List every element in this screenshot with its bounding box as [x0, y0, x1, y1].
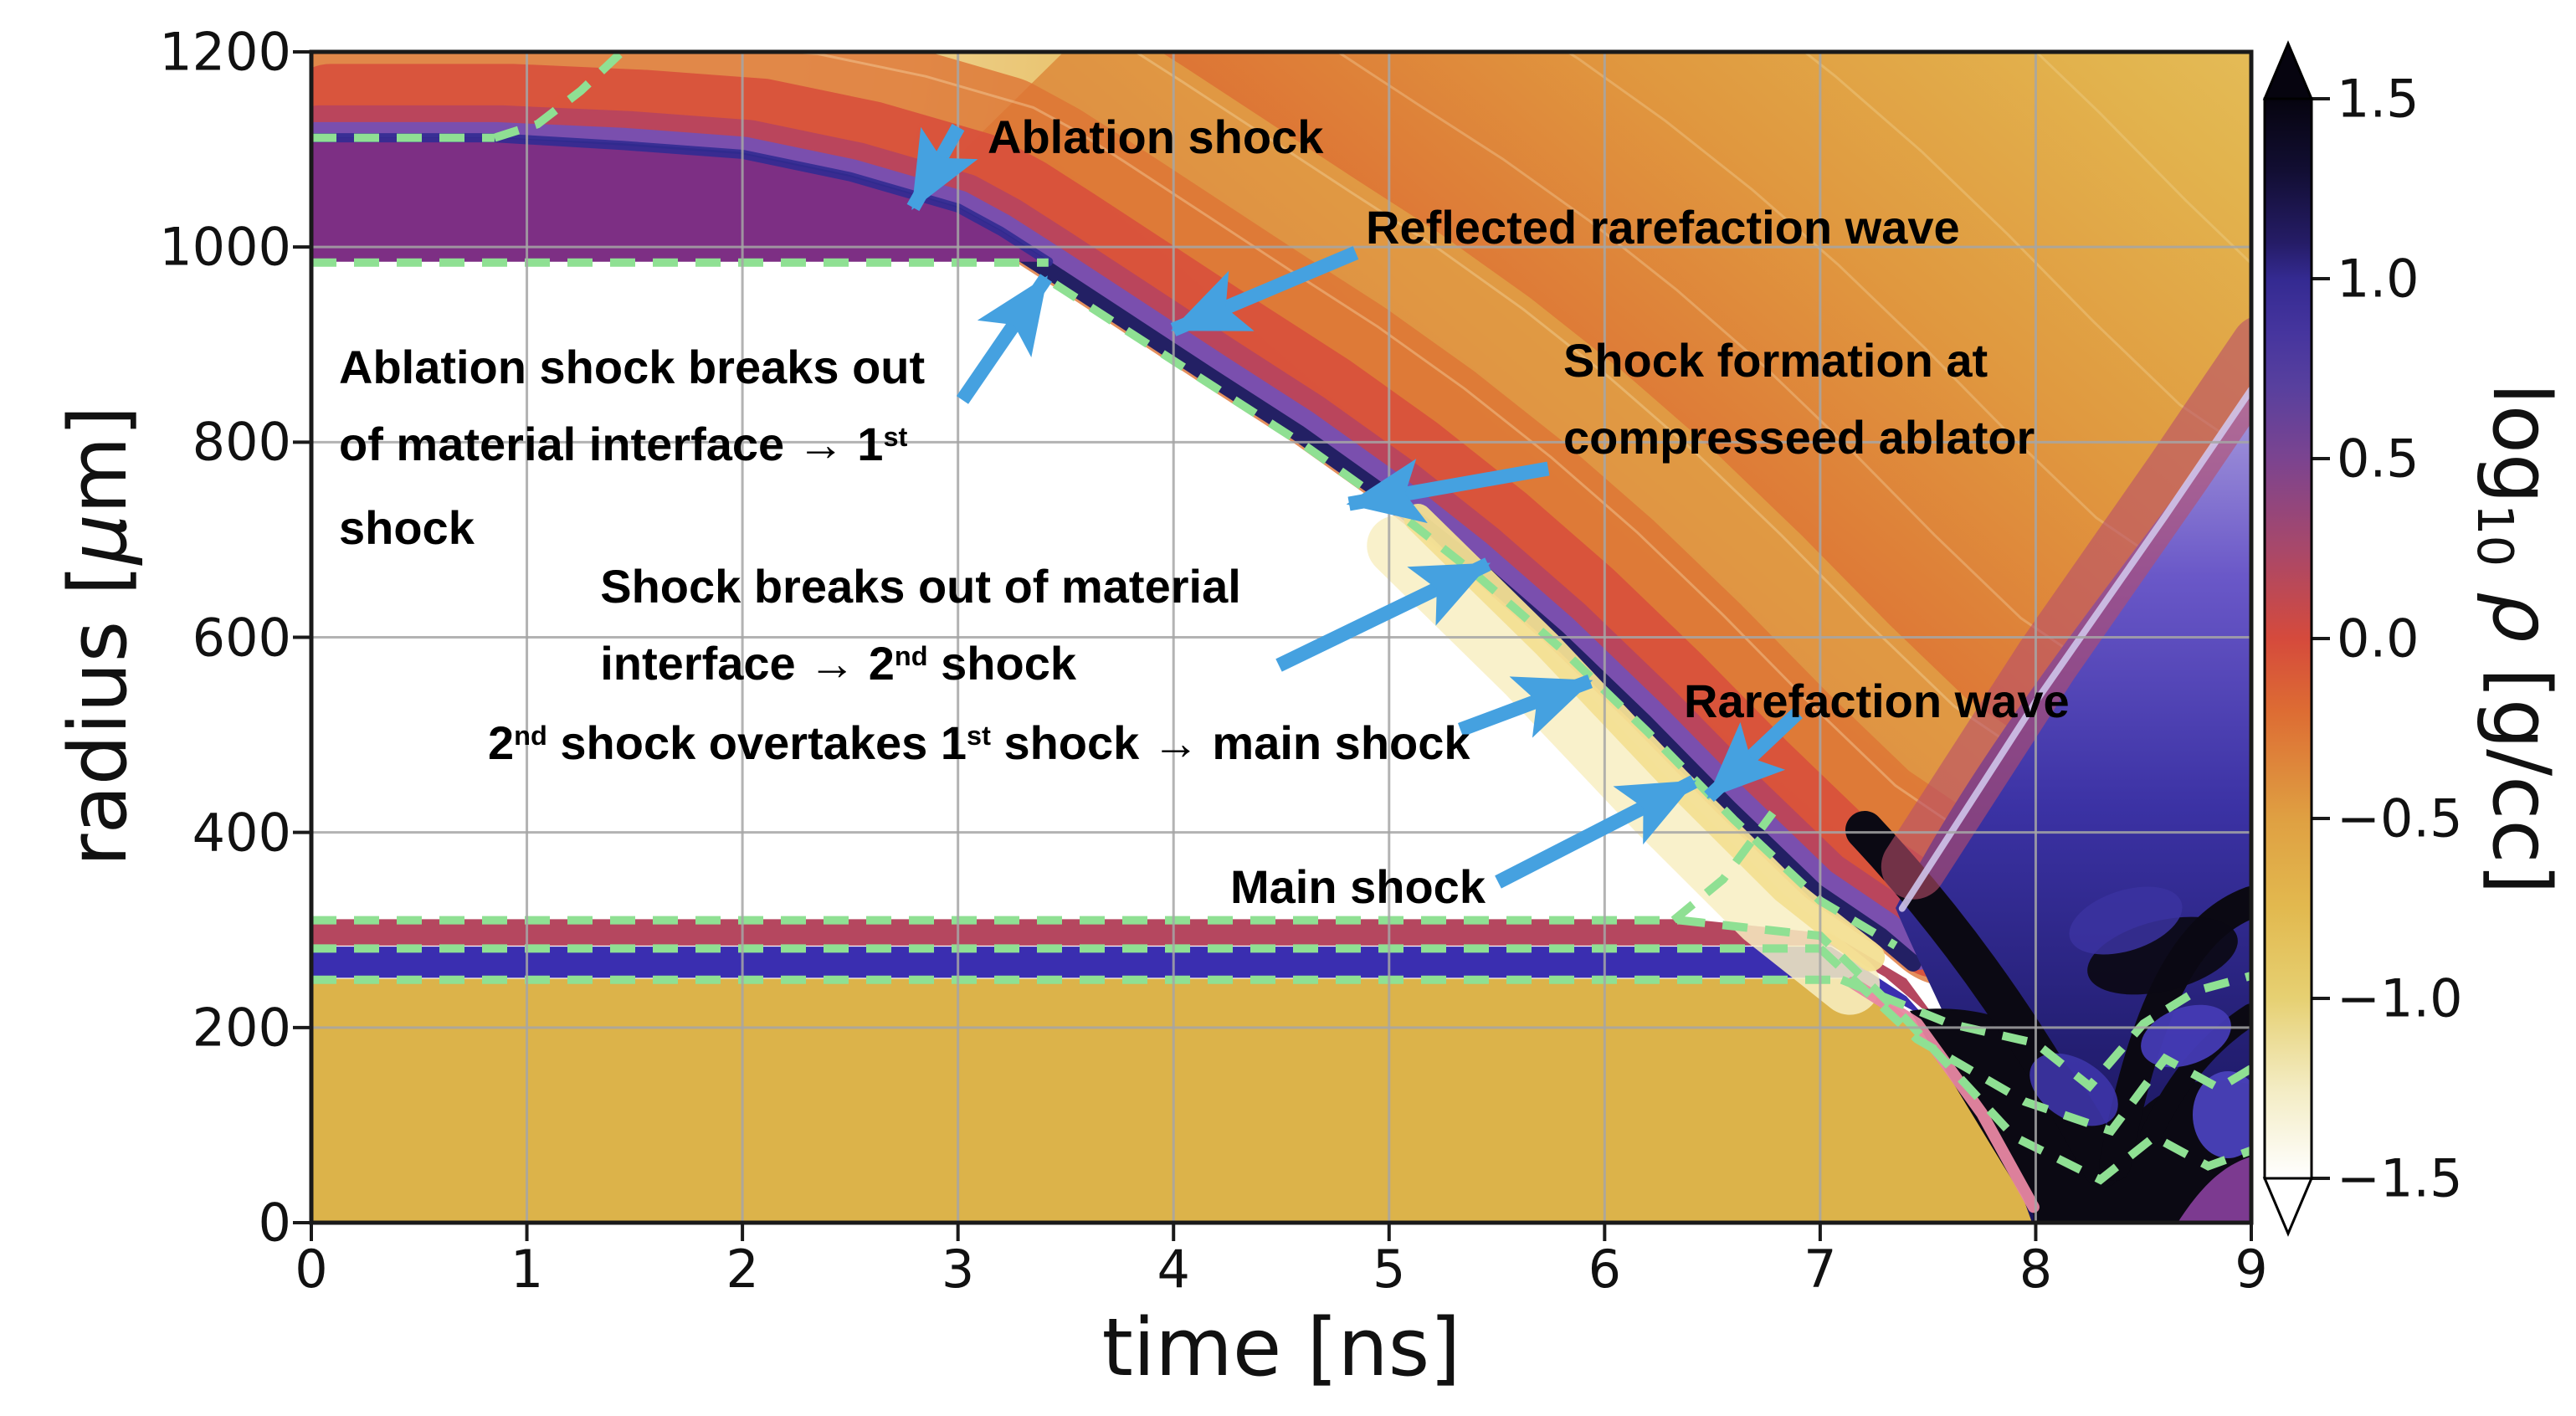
arrow-first-shock-breakout — [956, 274, 1053, 404]
shell-shock-line-0 — [311, 133, 1054, 267]
arrow-ablation-shock — [906, 123, 978, 212]
arrow-main-shock-formation — [1458, 675, 1593, 738]
core-blue-patch-4 — [2069, 886, 2183, 955]
colorbar-gradient — [2263, 97, 2313, 1180]
core-purple-corner — [2178, 1157, 2251, 1223]
grid — [311, 52, 2251, 1223]
core-blue-patch-2 — [2029, 1053, 2118, 1126]
arrow-second-shock-breakout — [1275, 557, 1491, 672]
core-blue-patch-3 — [2193, 1071, 2251, 1158]
contour-striations-3 — [1565, 52, 2195, 591]
material-interfaces — [311, 52, 2251, 1185]
contour-striations-1 — [1132, 52, 2053, 779]
pusher-band — [311, 947, 1961, 1057]
interface-ablator-outer-rise — [493, 52, 627, 142]
axis-ticks — [293, 50, 2330, 1241]
interface-rarefaction-branch — [1670, 810, 1777, 924]
contour-striations-2 — [1335, 52, 2120, 691]
interface-shock-front — [1052, 280, 1898, 950]
contour-striations-4 — [1802, 52, 2251, 456]
wedge-rim-0 — [1881, 317, 2251, 900]
arrow-rarefaction-wave — [1704, 707, 1803, 803]
interface-pusher-inner-dive — [1840, 972, 2251, 1092]
ablator-shell — [311, 137, 1049, 262]
core-blue-patch-1 — [2141, 1004, 2231, 1068]
arrow-reflected-rarefaction-wave — [1170, 246, 1359, 336]
annotation-arrows — [906, 123, 1803, 889]
contour-striations-5 — [2034, 52, 2251, 265]
colorbar — [2262, 40, 2314, 1237]
wedge-rim-1 — [1898, 386, 2251, 912]
arrow-shock-formation — [1346, 459, 1550, 524]
colorbar-extend-min-icon — [2262, 1177, 2314, 1237]
colorbar-extend-max-icon — [2262, 40, 2314, 100]
fuel-region — [311, 978, 2040, 1223]
interface-pusher-outer-dive — [1817, 945, 2251, 1136]
arrow-main-shock — [1495, 775, 1697, 889]
